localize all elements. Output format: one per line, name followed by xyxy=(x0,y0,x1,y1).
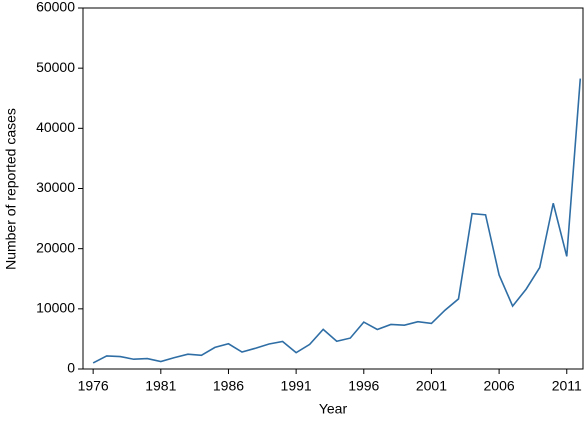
plot-frame xyxy=(82,7,584,370)
x-tick-label: 1991 xyxy=(281,378,312,394)
x-tick-label: 2001 xyxy=(416,378,447,394)
x-tick-label: 2011 xyxy=(552,378,582,394)
x-tick-label: 1996 xyxy=(348,378,379,394)
x-axis-label: Year xyxy=(319,401,348,417)
y-tick-label: 20000 xyxy=(36,239,75,255)
y-tick-label: 0 xyxy=(67,360,75,376)
x-tick-label: 1981 xyxy=(145,378,176,394)
y-tick-label: 30000 xyxy=(36,179,75,195)
x-tick-label: 2006 xyxy=(484,378,515,394)
x-tick-label: 1976 xyxy=(78,378,109,394)
y-tick-label: 60000 xyxy=(36,0,75,15)
y-tick-label: 40000 xyxy=(36,119,75,135)
x-tick-label: 1986 xyxy=(213,378,244,394)
y-axis-label: Number of reported cases xyxy=(3,108,19,270)
y-tick-label: 50000 xyxy=(36,59,75,75)
y-tick-label: 10000 xyxy=(36,300,75,316)
data-line xyxy=(92,78,582,364)
